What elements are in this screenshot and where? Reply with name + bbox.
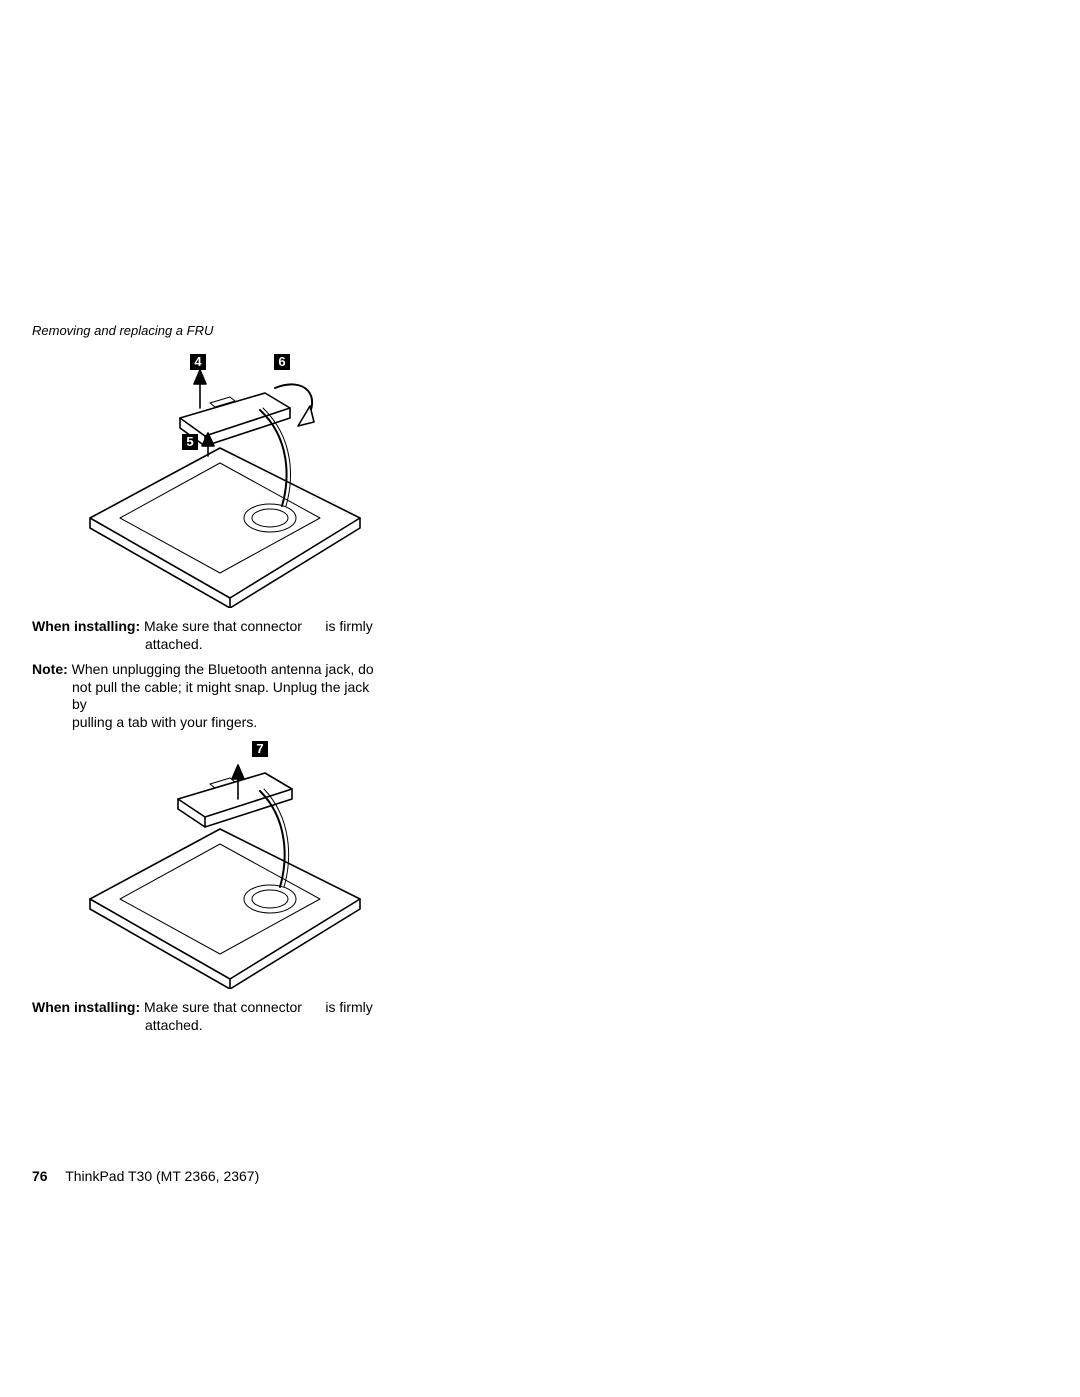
note-text-b: not pull the cable; it might snap. Unplu…: [32, 679, 382, 714]
callout-7: 7: [256, 741, 263, 756]
footer-title: ThinkPad T30 (MT 2366, 2367): [65, 1168, 259, 1184]
diagram-top: 4 6 5: [60, 348, 370, 608]
note-label: Note:: [32, 661, 68, 677]
install2-text-a: Make sure that connector: [144, 999, 306, 1015]
install1-text-c: attached.: [32, 636, 382, 654]
install-note-2: When installing: Make sure that connecto…: [32, 999, 382, 1034]
callout-6: 6: [278, 354, 285, 369]
note-text-a: When unplugging the Bluetooth antenna ja…: [72, 661, 374, 677]
page-footer: 76 ThinkPad T30 (MT 2366, 2367): [32, 1168, 259, 1184]
diagram-bottom: 7: [60, 739, 370, 989]
page-number: 76: [32, 1168, 48, 1184]
install2-text-b: is firmly: [325, 999, 372, 1015]
callout-5: 5: [186, 434, 193, 449]
page-content: Removing and replacing a FRU: [32, 323, 382, 1042]
note-text-c: pulling a tab with your fingers.: [32, 714, 382, 732]
callout-4: 4: [194, 354, 202, 369]
running-head: Removing and replacing a FRU: [32, 323, 382, 338]
install1-text-b: is firmly: [325, 618, 372, 634]
install-note-1: When installing: Make sure that connecto…: [32, 618, 382, 653]
install2-label: When installing:: [32, 999, 140, 1015]
install1-label: When installing:: [32, 618, 140, 634]
note-block: Note: When unplugging the Bluetooth ante…: [32, 661, 382, 731]
install2-text-c: attached.: [32, 1017, 382, 1035]
install1-text-a: Make sure that connector: [144, 618, 306, 634]
